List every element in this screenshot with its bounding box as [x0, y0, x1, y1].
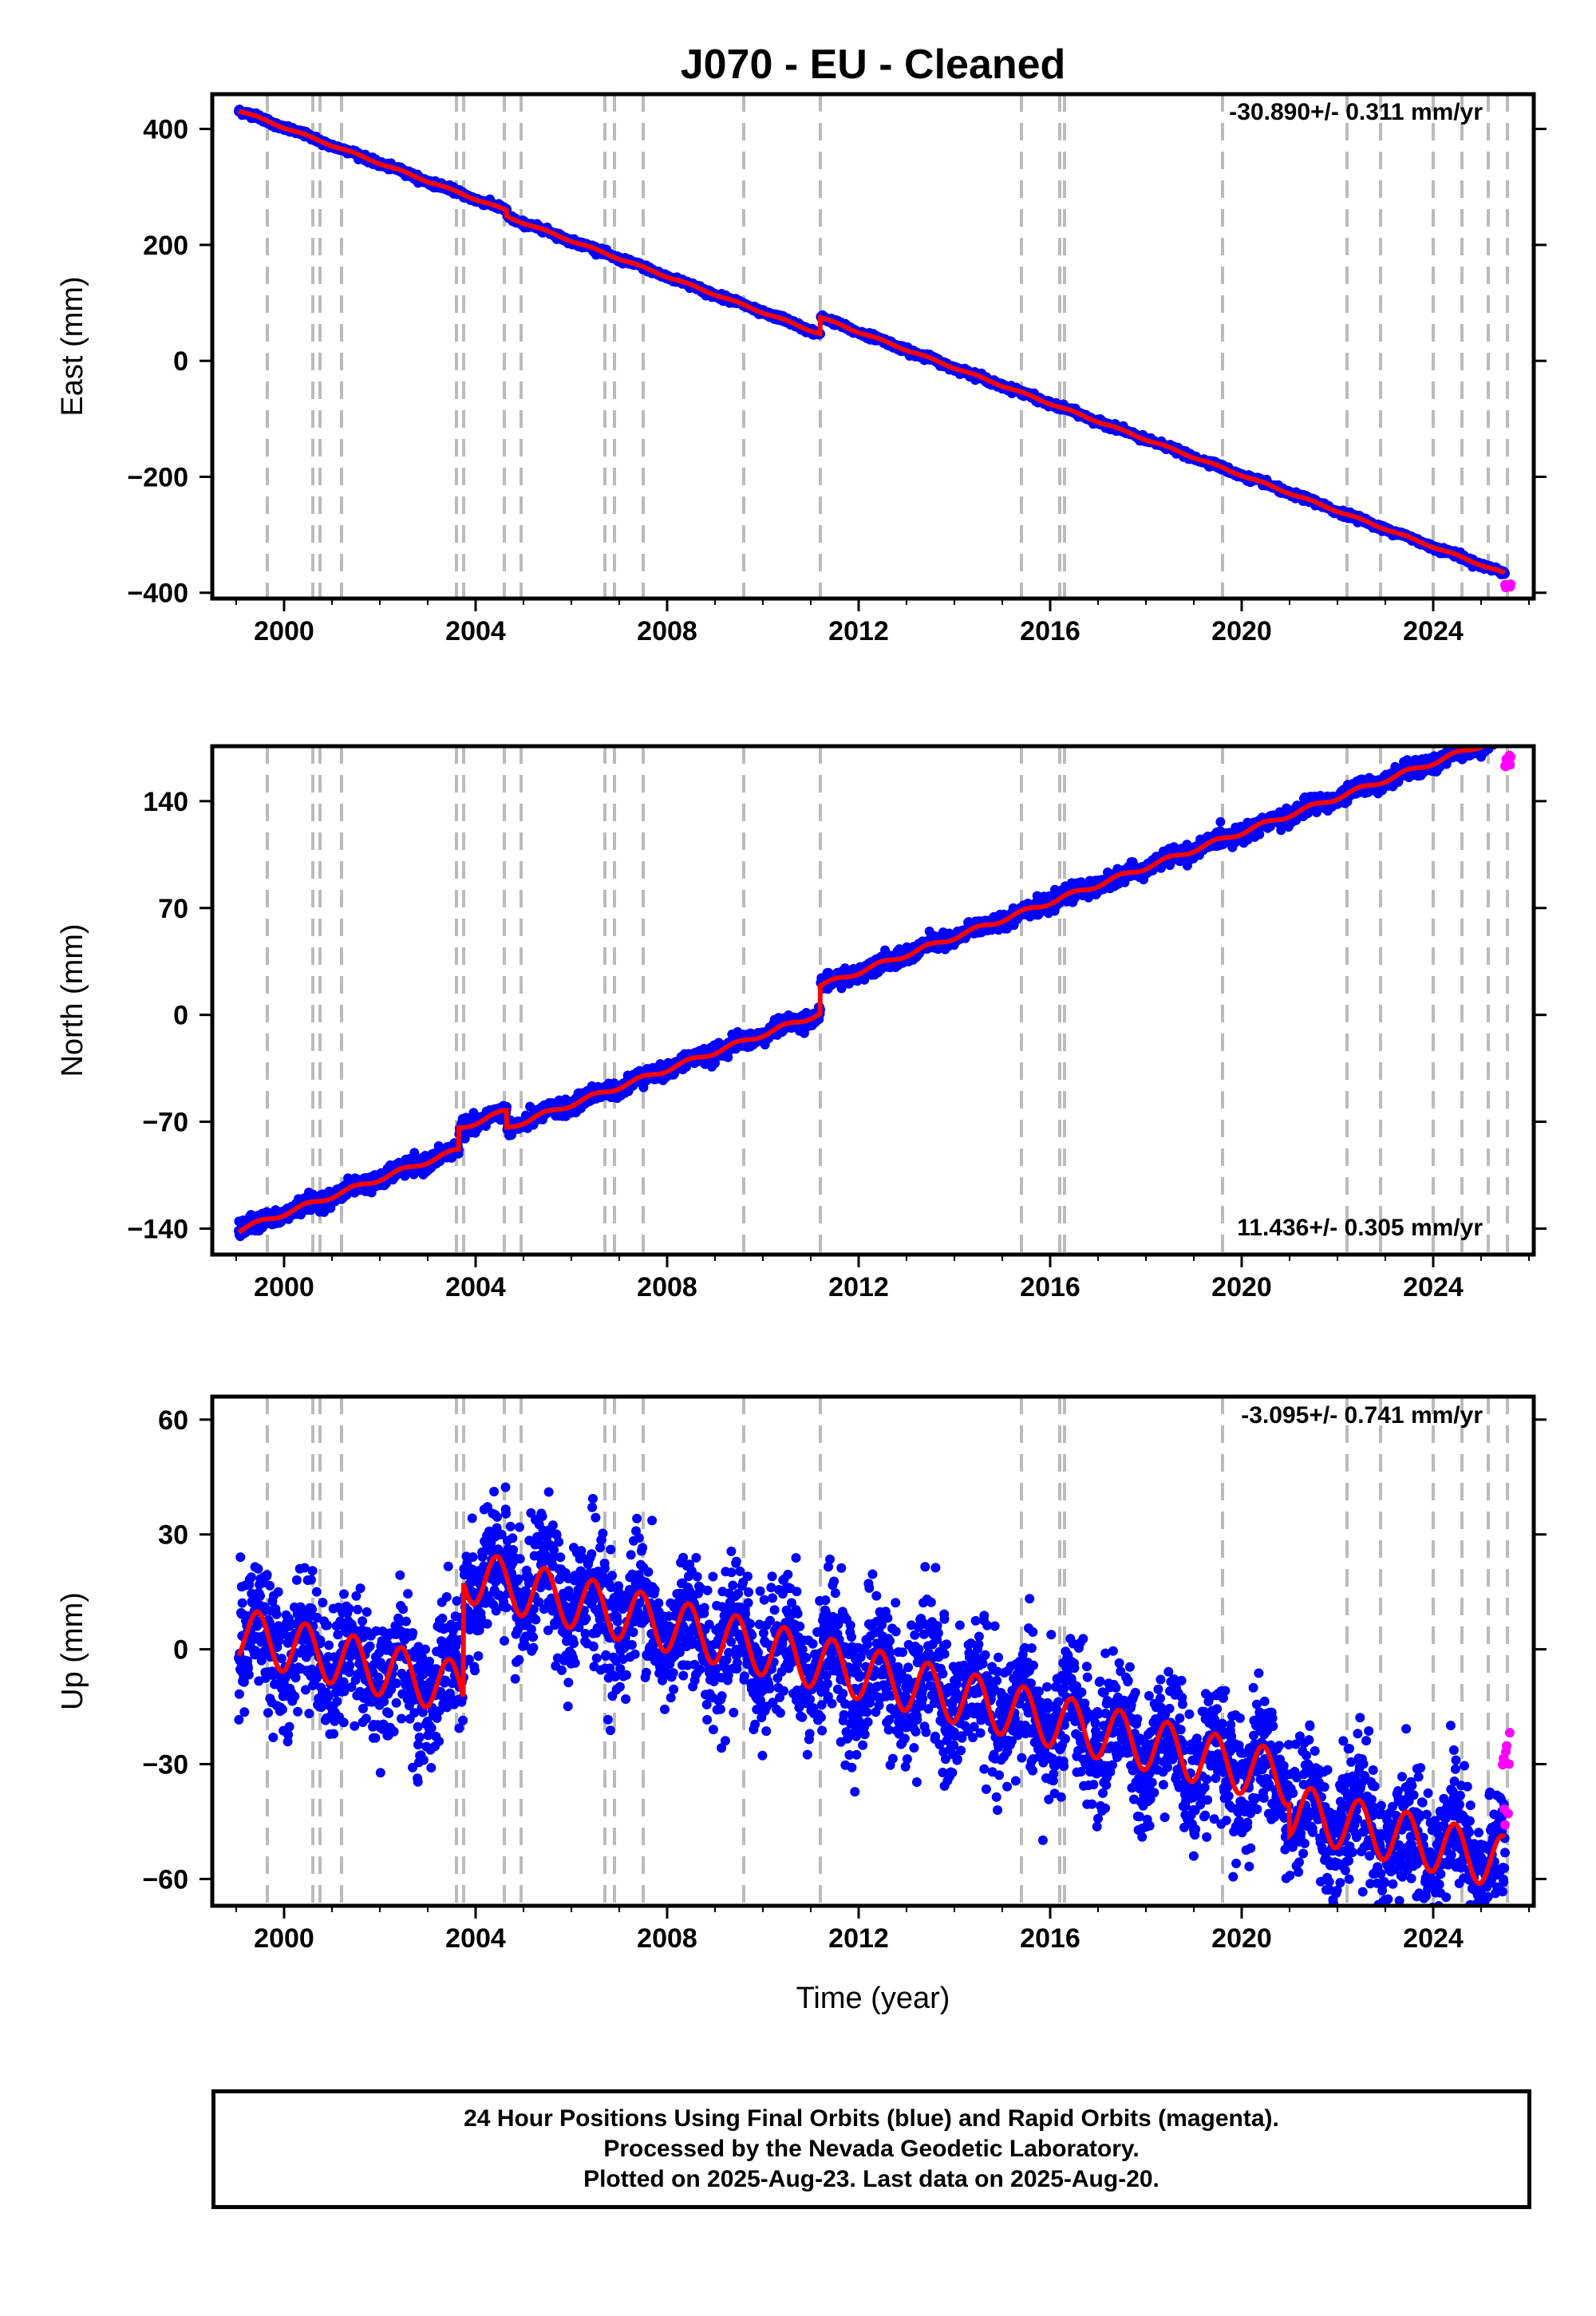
y-tick-label: 400: [143, 115, 188, 145]
x-tick-label: 2016: [1020, 616, 1080, 646]
gps-timeseries-chart: J070 - EU - Cleaned 2000 2004 2008 2012 2016…: [56, 41, 1547, 2015]
x-tick-label: 2012: [828, 616, 889, 646]
rapid-point: [1506, 579, 1516, 589]
panel-north: 2000 2004 2008 2012 2016 2020 2024140700−70−14…: [56, 744, 1547, 1302]
x-tick-label: 2008: [637, 616, 697, 646]
x-tick-label: 2000: [254, 616, 314, 646]
rate-label-east: -30.890+/- 0.311 mm/yr: [1229, 99, 1483, 125]
y-axis-label-east: East (mm): [56, 276, 89, 416]
y-tick-label: 0: [173, 346, 188, 377]
y-tick-label: −200: [127, 462, 188, 492]
x-tick-label: 2004: [445, 616, 506, 646]
final-points-east: [234, 105, 1510, 579]
y-tick-label: 200: [143, 231, 188, 261]
x-tick-label: 2020: [1211, 616, 1272, 646]
rapid-points-east: [1500, 579, 1516, 592]
chart-title: J070 - EU - Cleaned: [681, 41, 1066, 88]
panel-east: 2000 2004 2008 2012 2016 2020 20244002000−200−…: [56, 92, 1547, 646]
y-tick-label: −400: [127, 579, 188, 609]
x-tick-label: 2024: [1403, 616, 1464, 646]
